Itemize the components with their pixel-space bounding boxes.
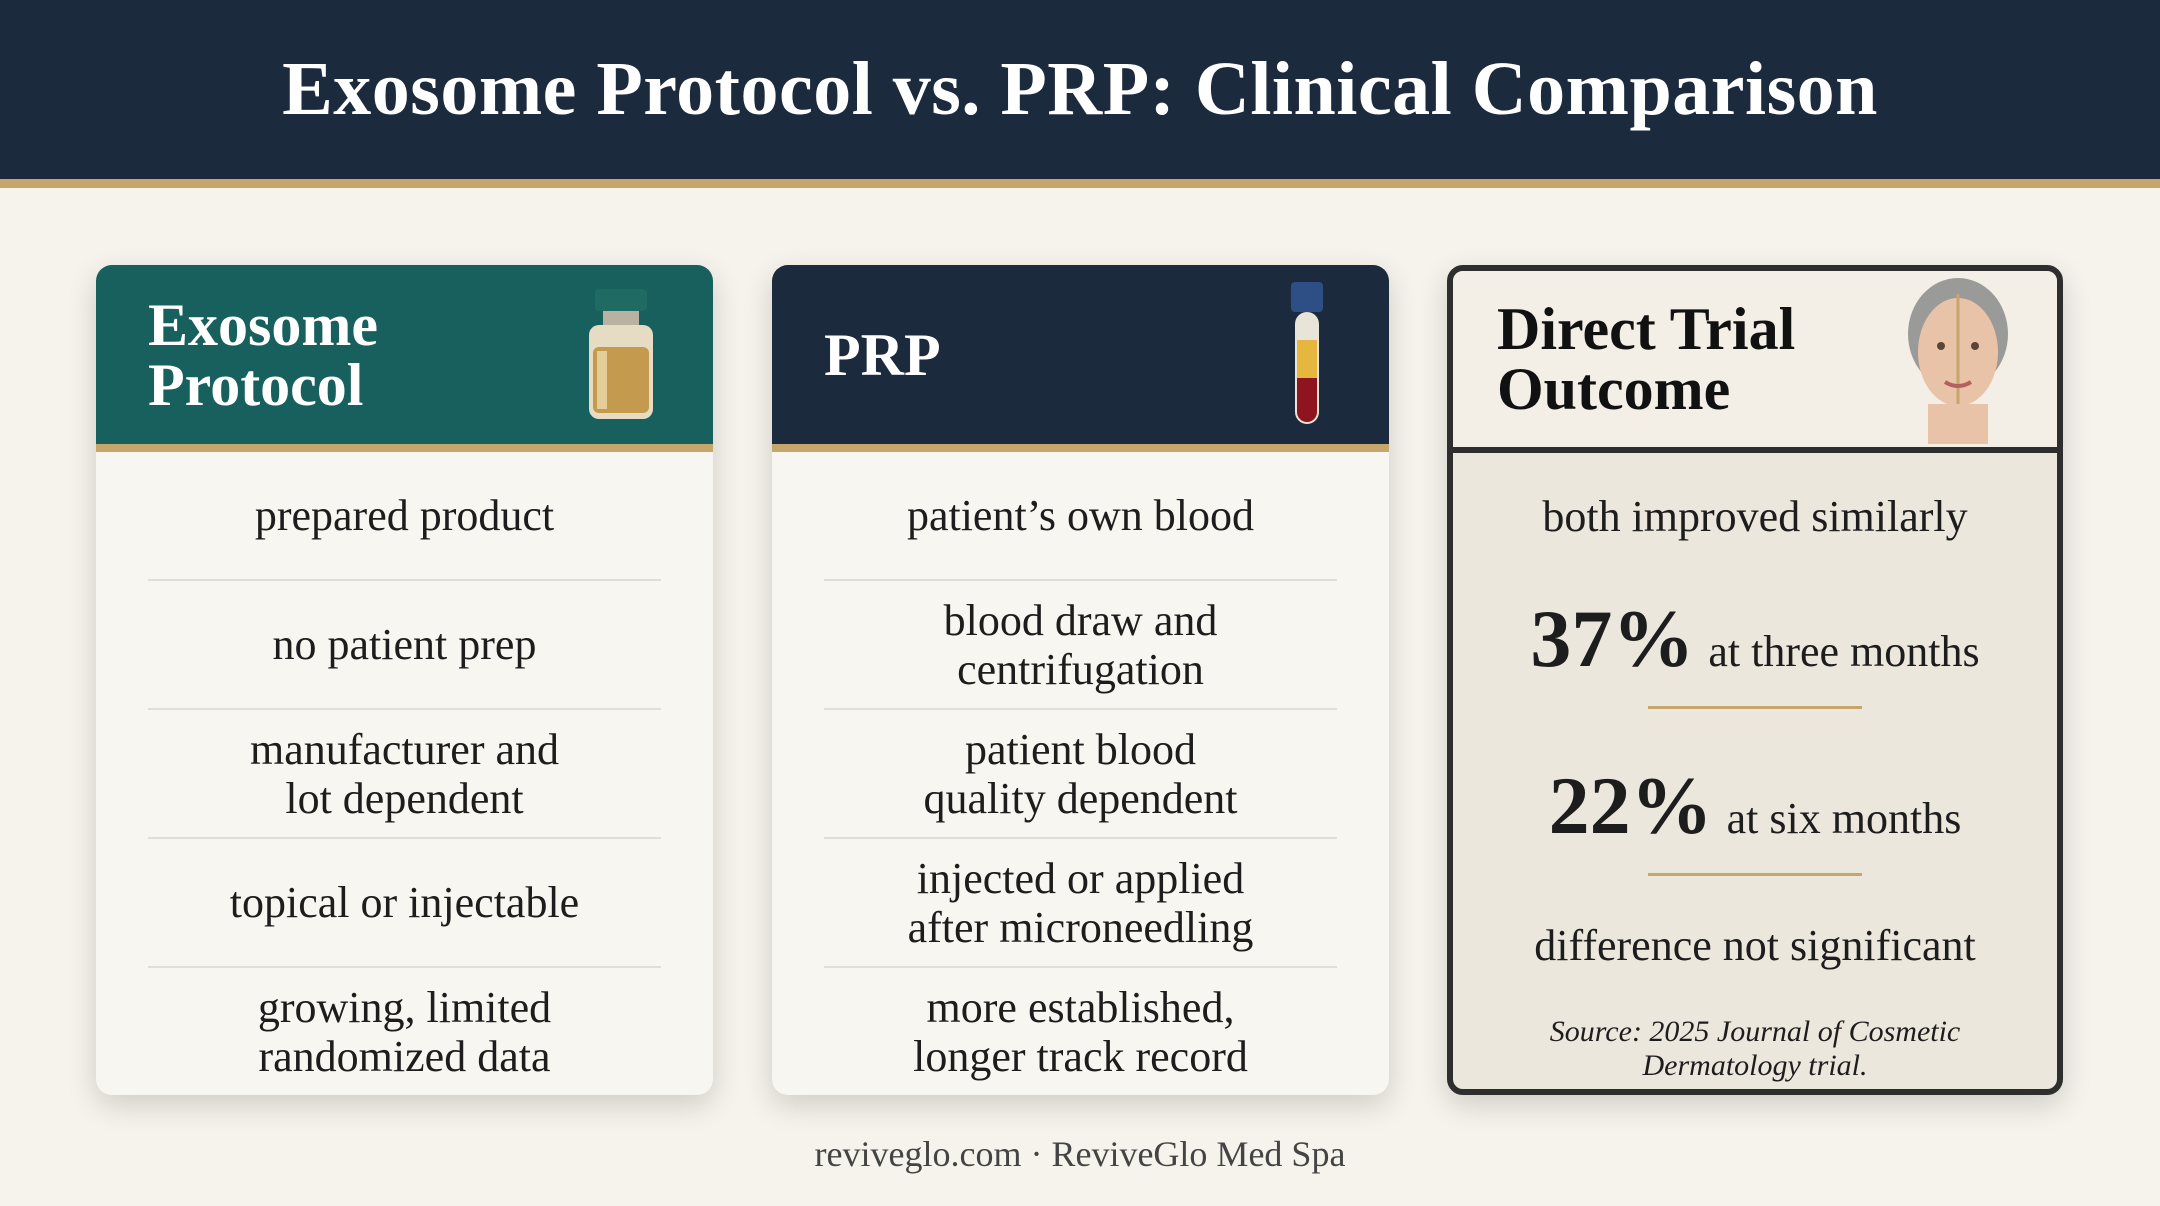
- row: prepared product: [148, 452, 661, 581]
- row: no patient prep: [148, 581, 661, 710]
- outcome-card: Direct Trial Outcome both improved simil…: [1447, 265, 2063, 1095]
- exosome-card: Exosome Protocol prepared product no pat…: [96, 265, 713, 1095]
- card-header: PRP: [772, 265, 1389, 452]
- row: manufacturer and lot dependent: [148, 710, 661, 839]
- face-icon: [1908, 278, 2008, 444]
- stat-label: at three months: [1708, 627, 1980, 676]
- row: injected or applied after microneedling: [824, 839, 1337, 968]
- stat-value: 37%: [1530, 593, 1695, 684]
- title: Exosome Protocol vs. PRP: Clinical Compa…: [282, 47, 1878, 131]
- source: Source: 2025 Journal of Cosmetic Dermato…: [1549, 1015, 1961, 1082]
- summary: both improved similarly: [1542, 492, 1968, 541]
- row: patient blood quality dependent: [824, 710, 1337, 839]
- stat: 22% at six months: [1549, 759, 1962, 853]
- card-title: Direct Trial Outcome: [1497, 296, 1796, 422]
- vial-icon: [589, 288, 653, 419]
- card-header: Exosome Protocol: [96, 265, 713, 452]
- stat: 37% at three months: [1530, 592, 1979, 686]
- divider: [1648, 706, 1862, 709]
- footer: reviveglo.com · ReviveGlo Med Spa: [814, 1134, 1346, 1174]
- card-rows: patient’s own blood blood draw and centr…: [772, 452, 1389, 1095]
- row: topical or injectable: [148, 839, 661, 968]
- row: patient’s own blood: [824, 452, 1337, 581]
- divider: [1648, 873, 1862, 876]
- prp-card: PRP patient’s own blood blood draw and c…: [772, 265, 1389, 1095]
- stat-value: 22%: [1548, 760, 1713, 851]
- outcome-body: both improved similarly 37% at three mon…: [1453, 453, 2057, 1089]
- header: Exosome Protocol vs. PRP: Clinical Compa…: [0, 0, 2160, 188]
- card-header: Direct Trial Outcome: [1453, 271, 2057, 453]
- conclusion: difference not significant: [1534, 921, 1976, 970]
- card-title: Exosome Protocol: [148, 291, 378, 418]
- card-title: PRP: [824, 321, 941, 388]
- row: growing, limited randomized data: [257, 982, 552, 1081]
- row: more established, longer track record: [913, 982, 1248, 1081]
- row: blood draw and centrifugation: [824, 581, 1337, 710]
- stat-label: at six months: [1726, 794, 1962, 843]
- tube-icon: [1291, 281, 1323, 424]
- card-rows: prepared product no patient prep manufac…: [96, 452, 713, 1095]
